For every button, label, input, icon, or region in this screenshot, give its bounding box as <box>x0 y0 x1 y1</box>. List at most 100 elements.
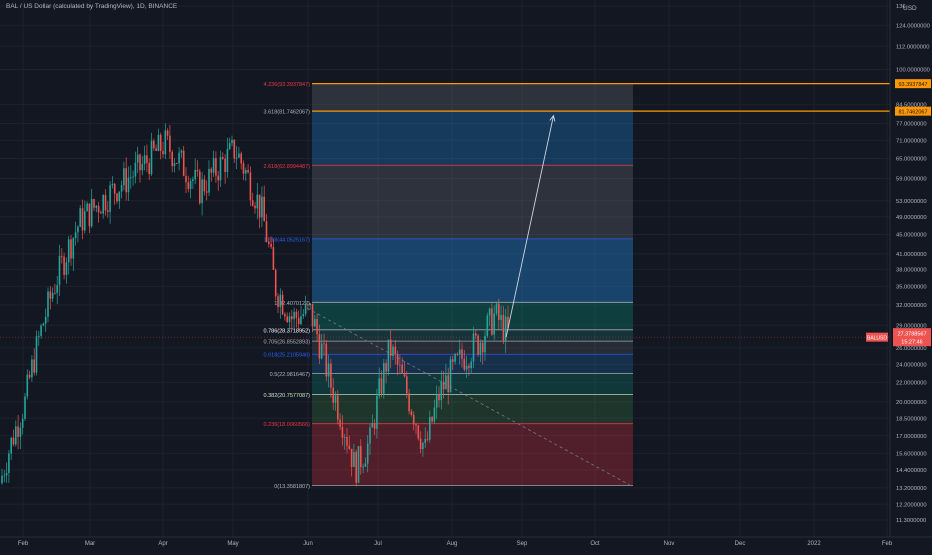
candle-body <box>141 164 144 171</box>
candle-body <box>360 446 362 467</box>
candle-body <box>171 151 173 167</box>
candle-body <box>31 359 33 378</box>
candle-body <box>49 291 52 299</box>
price-axis-label: 12.2000000 <box>896 502 927 508</box>
candle-body <box>337 395 339 420</box>
candle-body <box>63 256 65 275</box>
price-axis-label: 53.0000000 <box>896 199 927 205</box>
candle-body <box>136 154 139 163</box>
candle-body <box>143 155 146 165</box>
candle-body <box>157 134 160 151</box>
price-axis-label: 15.6000000 <box>896 452 927 458</box>
price-axis-label: 71.0000000 <box>896 138 927 144</box>
candle-body <box>297 317 300 324</box>
candle-body <box>116 193 118 202</box>
fib-level-label: 0.618(25.2105946) <box>264 353 311 359</box>
candle-body <box>130 176 132 178</box>
candle-body <box>406 376 408 394</box>
candle-body <box>293 311 295 320</box>
candle-body <box>233 139 236 159</box>
candle-body <box>93 199 95 208</box>
candle-body <box>454 354 456 362</box>
candle-body <box>109 185 111 212</box>
fib-zone <box>312 302 633 330</box>
candle-body <box>373 423 376 429</box>
time-axis-label: Feb <box>882 541 893 547</box>
candle-body <box>199 171 201 204</box>
candle-body <box>316 319 318 335</box>
fib-zone <box>312 111 633 166</box>
price-axis-label: 29.0000000 <box>896 323 927 329</box>
candle-body <box>72 238 75 259</box>
candle-body <box>357 446 360 483</box>
candle-body <box>440 381 443 401</box>
time-axis-label: Aug <box>447 541 458 547</box>
horizontal-lines[interactable]: 93.3937847 81.7462067 <box>312 79 931 116</box>
candle-body <box>51 292 54 299</box>
candle-body <box>42 323 45 326</box>
time-axis-label: Feb <box>18 541 29 547</box>
price-axis-label: 100.0000000 <box>896 68 930 74</box>
fib-level-label: 0.705(26.8552893) <box>264 340 311 346</box>
arrow-head <box>549 114 556 122</box>
candle-body <box>270 243 272 248</box>
fib-zone <box>312 238 633 303</box>
candle-body <box>468 365 470 369</box>
candle-body <box>81 208 84 231</box>
candle-body <box>284 314 286 317</box>
fib-zone <box>312 341 633 355</box>
price-axis-label: 59.0000000 <box>896 177 927 183</box>
candle-body <box>231 139 233 144</box>
candle-body <box>127 177 130 193</box>
candle-body <box>435 394 438 408</box>
candle-body <box>465 365 468 370</box>
candle-body <box>150 140 153 175</box>
candle-body <box>88 203 91 227</box>
time-axis-label: Mar <box>85 541 95 547</box>
fib-zone <box>312 329 633 342</box>
candle-body <box>254 205 256 209</box>
candle-body <box>371 423 374 428</box>
time-axis-label: 2022 <box>807 541 821 547</box>
price-axis[interactable]: 136 124.0000000 112.0000000 100.0000000 84.5… <box>889 0 930 537</box>
candle-body <box>146 155 148 163</box>
candle-body <box>187 182 190 189</box>
candle-body <box>10 437 12 454</box>
candle-body <box>17 426 19 437</box>
currency-label[interactable]: USD <box>903 5 917 12</box>
fib-retracement[interactable]: 4.236(93.3937847) 3.618(81.7462067) 2.618(… <box>264 82 633 490</box>
fib-level-label: 2.618(62.8994487) <box>264 164 311 170</box>
candle-body <box>376 395 378 429</box>
candle-body <box>65 262 68 275</box>
candle-body <box>182 150 185 176</box>
candle-body <box>166 130 169 136</box>
candle-body <box>355 451 357 483</box>
candle-body <box>380 378 383 394</box>
candle-body <box>318 334 321 359</box>
time-axis[interactable]: Feb Mar Apr May Jun Jul Aug Sep Oct Nov Dec 2022 Feb <box>0 536 932 547</box>
time-axis-label: Dec <box>735 541 746 547</box>
candle-body <box>77 226 79 233</box>
price-axis-label: 65.0000000 <box>896 157 927 163</box>
candle-body <box>265 221 268 242</box>
candle-body <box>164 130 167 155</box>
candle-body <box>15 426 17 445</box>
candle-body <box>242 163 245 174</box>
candle-body <box>385 363 387 372</box>
candle-body <box>332 387 334 403</box>
candle-body <box>222 157 224 159</box>
candle-body <box>208 168 210 193</box>
drawings[interactable] <box>0 114 890 486</box>
candle-body <box>415 424 417 426</box>
candle-body <box>429 416 431 440</box>
candle-body <box>422 442 424 450</box>
fib-level-label: 0(13.3581807) <box>274 484 310 490</box>
price-axis-label: 32.0000000 <box>896 303 927 309</box>
candle-body <box>155 148 157 151</box>
candle-body <box>258 194 261 218</box>
price-axis-label: 84.5000000 <box>896 103 927 109</box>
candle-body <box>28 374 31 378</box>
